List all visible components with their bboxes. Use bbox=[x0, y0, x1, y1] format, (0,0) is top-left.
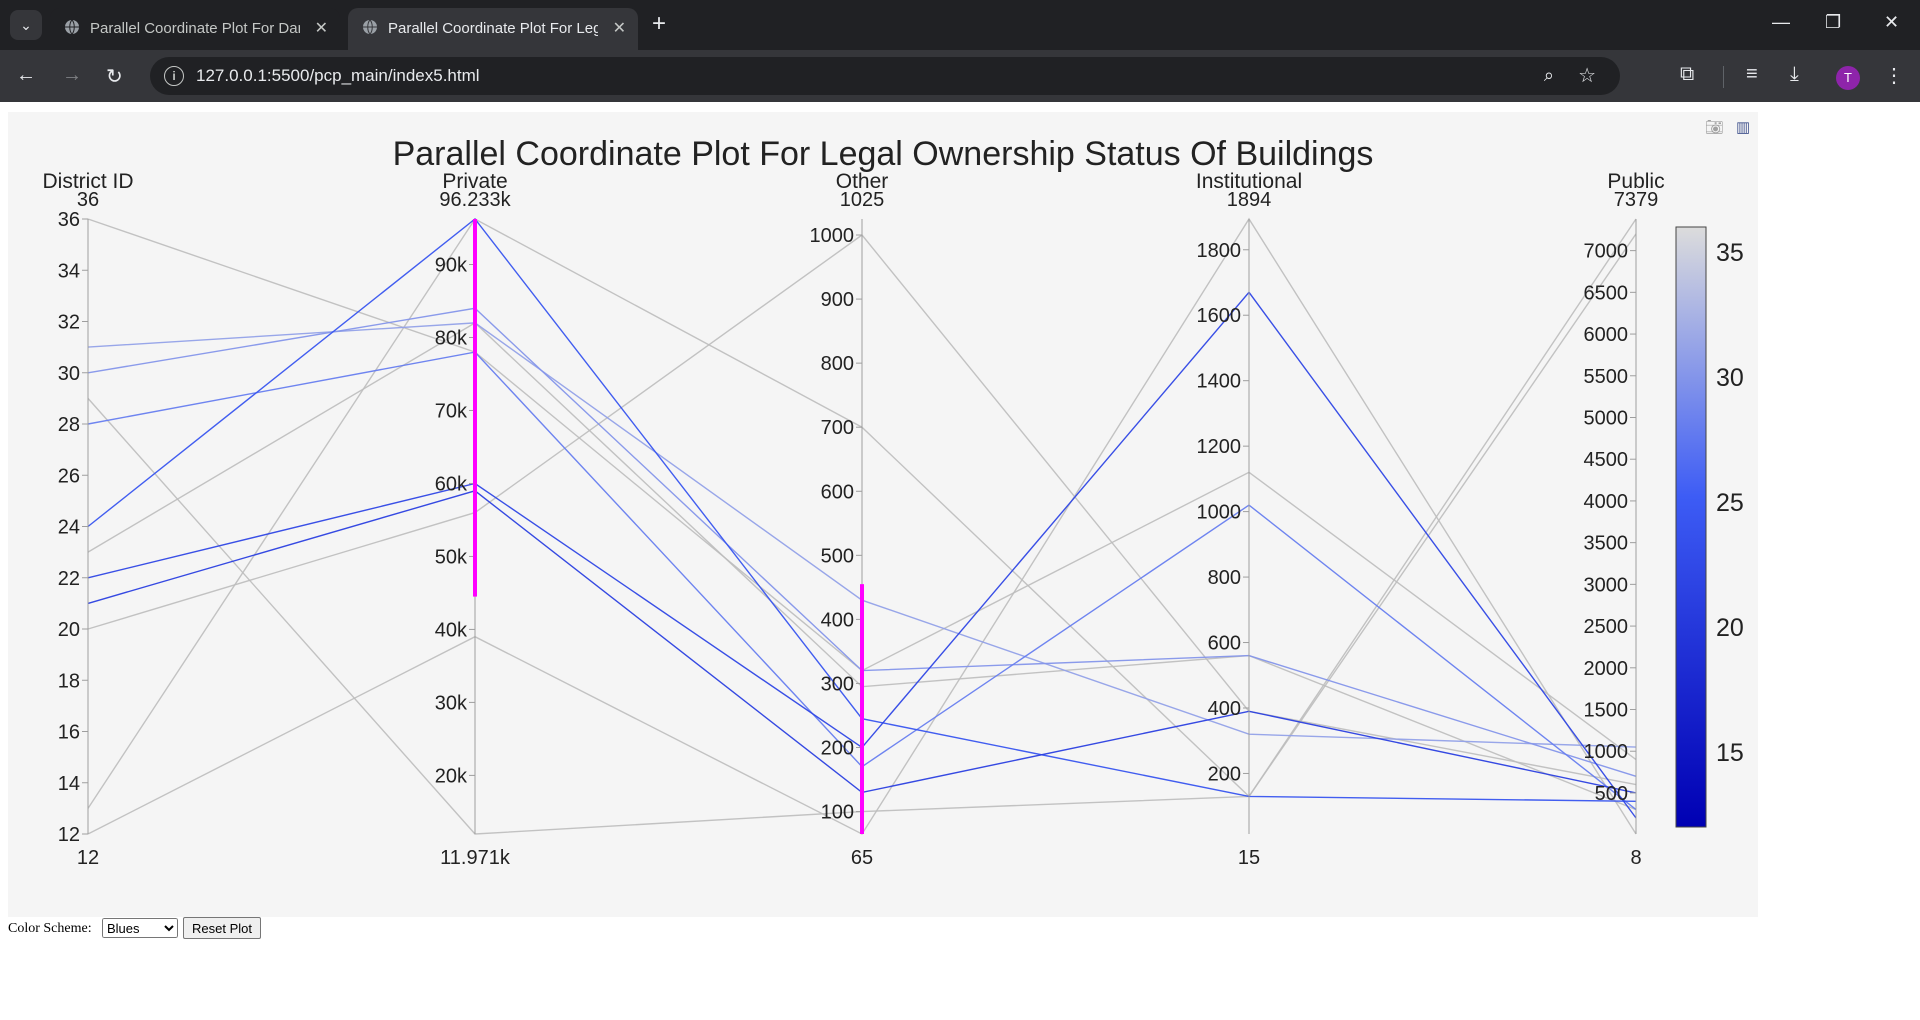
menu-icon[interactable]: ⋮ bbox=[1884, 65, 1904, 87]
new-tab-button[interactable]: + bbox=[652, 10, 667, 37]
tab-title: Parallel Coordinate Plot For Leg bbox=[388, 20, 598, 37]
back-icon[interactable]: ← bbox=[16, 64, 36, 86]
color-scheme-select[interactable]: Blues bbox=[102, 918, 178, 938]
globe-icon bbox=[65, 19, 79, 35]
avatar[interactable]: T bbox=[1836, 66, 1860, 90]
reload-icon[interactable]: ↻ bbox=[106, 66, 123, 88]
forward-icon[interactable]: → bbox=[62, 64, 82, 86]
plot-area bbox=[8, 112, 1758, 917]
extensions-icon[interactable]: ⧉ bbox=[1680, 63, 1695, 85]
restore-icon[interactable]: ❐ bbox=[1825, 12, 1842, 32]
color-scheme-label: Color Scheme: bbox=[8, 921, 92, 936]
download-icon[interactable]: ⤓ bbox=[1790, 63, 1799, 85]
tab-active[interactable]: Parallel Coordinate Plot For Leg ✕ bbox=[348, 8, 638, 50]
tab-bar: ⌄ Parallel Coordinate Plot For Dam ✕ Par… bbox=[0, 0, 1920, 50]
address-bar[interactable]: i 127.0.0.1:5500/pcp_main/index5.html ⌕ … bbox=[150, 57, 1620, 95]
reset-plot-button[interactable]: Reset Plot bbox=[183, 917, 261, 939]
close-icon[interactable]: ✕ bbox=[314, 20, 328, 37]
zoom-icon[interactable]: ⌕ bbox=[1543, 65, 1554, 85]
minimize-icon[interactable]: — bbox=[1772, 12, 1790, 32]
close-window-icon[interactable]: ✕ bbox=[1884, 12, 1900, 32]
tab-search-button[interactable]: ⌄ bbox=[10, 10, 42, 40]
url-text[interactable]: 127.0.0.1:5500/pcp_main/index5.html bbox=[196, 66, 480, 85]
plotly-logo-icon[interactable]: ▥ bbox=[1736, 119, 1751, 136]
toolbar-divider bbox=[1723, 66, 1724, 88]
tab-title: Parallel Coordinate Plot For Dam bbox=[90, 20, 300, 37]
toolbar: ← → ↻ i 127.0.0.1:5500/pcp_main/index5.h… bbox=[0, 50, 1920, 102]
site-info-icon[interactable]: i bbox=[164, 66, 184, 86]
globe-icon bbox=[363, 19, 377, 35]
bookmark-star-icon[interactable]: ☆ bbox=[1578, 65, 1596, 87]
tab-inactive[interactable]: Parallel Coordinate Plot For Dam ✕ bbox=[50, 8, 340, 50]
camera-icon[interactable]: 📷︎ bbox=[1705, 119, 1725, 136]
close-icon[interactable]: ✕ bbox=[612, 20, 626, 37]
media-control-icon[interactable]: ≡ bbox=[1746, 63, 1758, 85]
